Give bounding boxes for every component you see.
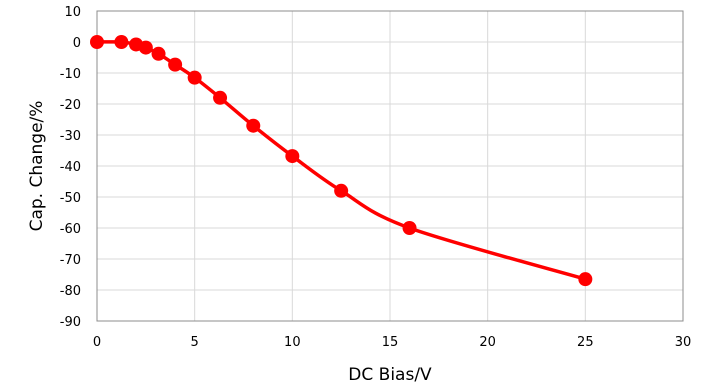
x-tick-label: 30 <box>675 335 692 350</box>
y-axis-title: Cap. Change/% <box>27 101 47 232</box>
data-point <box>285 149 300 164</box>
data-point <box>151 46 166 61</box>
y-axis-tick-labels: 10 0 -10 -20 -30 -40 -50 -60 -70 -80 -90 <box>60 5 81 330</box>
series-layer <box>90 35 593 287</box>
x-axis-title: DC Bias/V <box>348 365 432 385</box>
y-tick-label: 10 <box>64 5 81 20</box>
x-tick-label: 20 <box>479 335 496 350</box>
data-point <box>90 35 104 49</box>
x-tick-label: 0 <box>93 335 101 350</box>
y-tick-label: -40 <box>60 160 81 175</box>
y-tick-label: -90 <box>60 315 81 330</box>
data-point <box>334 183 349 198</box>
y-tick-label: -50 <box>60 191 81 206</box>
data-point <box>138 40 153 55</box>
x-tick-label: 5 <box>191 335 199 350</box>
x-axis-tick-labels: 0 5 10 15 20 25 30 <box>93 335 691 350</box>
data-point <box>246 118 261 133</box>
y-tick-label: -10 <box>60 67 81 82</box>
x-tick-label: 10 <box>284 335 301 350</box>
y-tick-label: -80 <box>60 284 81 299</box>
x-tick-label: 25 <box>577 335 594 350</box>
y-tick-label: -20 <box>60 98 81 113</box>
data-point <box>187 70 202 85</box>
data-point <box>402 221 417 235</box>
plot-area-border <box>96 10 684 322</box>
y-tick-label: -30 <box>60 129 81 144</box>
data-point <box>578 272 593 287</box>
data-point <box>213 90 228 105</box>
data-point <box>114 35 129 49</box>
data-point <box>168 57 183 72</box>
x-tick-label: 15 <box>382 335 399 350</box>
y-tick-label: -70 <box>60 253 81 268</box>
y-tick-label: -60 <box>60 222 81 237</box>
y-tick-label: 0 <box>73 36 81 51</box>
